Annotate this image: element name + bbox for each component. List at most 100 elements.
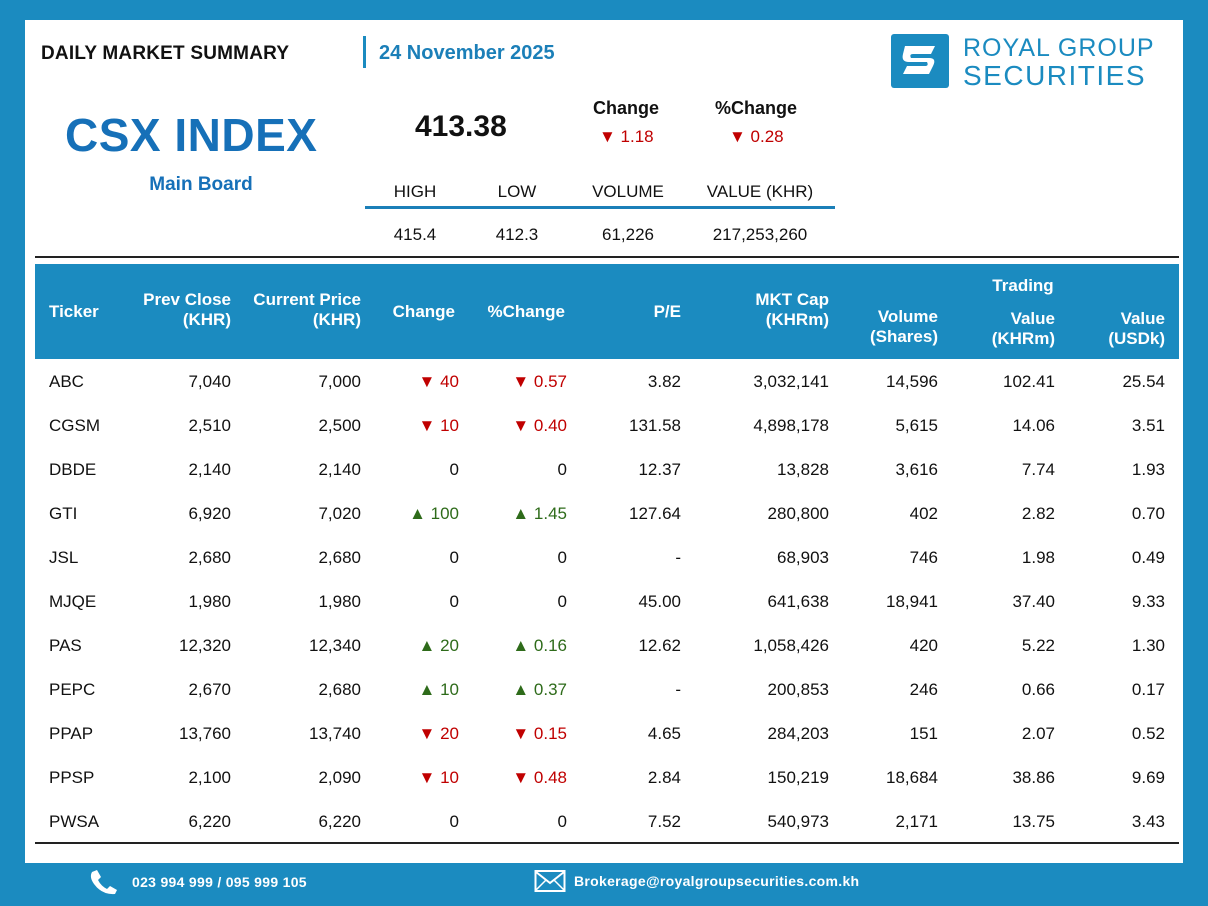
th-value-khr: Value (KHRm): [991, 309, 1055, 348]
cell-pe: 131.58: [629, 416, 681, 435]
cell-vol: 18,684: [886, 768, 938, 787]
phone-number: 023 994 999 / 095 999 105: [132, 874, 307, 890]
cell-pe: -: [675, 680, 681, 699]
stat-value-low: 412.3: [495, 225, 539, 244]
market-summary-card: DAILY MARKET SUMMARY 24 November 2025 RO…: [25, 20, 1183, 863]
index-value: 413.38: [415, 110, 507, 143]
cell-pct: ▲ 1.45: [512, 504, 567, 523]
cell-vol: 18,941: [886, 592, 938, 611]
cell-vkhr: 13.75: [1012, 812, 1055, 831]
cell-ticker: PPSP: [49, 768, 95, 787]
cell-cur: 2,680: [318, 680, 361, 699]
cell-cur: 13,740: [309, 724, 361, 743]
email-address[interactable]: Brokerage@royalgroupsecurities.com.kh: [574, 873, 860, 889]
cell-vol: 5,615: [895, 416, 938, 435]
cell-cap: 280,800: [767, 504, 829, 523]
cell-vol: 14,596: [886, 372, 938, 391]
cell-vusd: 0.70: [1131, 504, 1165, 523]
cell-ticker: CGSM: [49, 416, 100, 435]
phone-icon: [88, 869, 118, 895]
stat-label-high: HIGH: [393, 182, 437, 201]
stat-label-value: VALUE (KHR): [706, 182, 814, 201]
cell-ticker: JSL: [49, 548, 79, 567]
cell-pct: ▲ 0.16: [512, 636, 567, 655]
title-divider: [363, 36, 366, 68]
cell-vol: 3,616: [895, 460, 938, 479]
envelope-icon: [534, 869, 566, 893]
cell-pct: ▼ 0.15: [512, 724, 567, 743]
cell-pe: 12.62: [638, 636, 681, 655]
table-bottom-rule: [35, 842, 1179, 844]
section-divider: [35, 256, 1179, 258]
cell-pe: 3.82: [647, 372, 681, 391]
summary-title: DAILY MARKET SUMMARY: [41, 43, 290, 64]
cell-cur: 2,140: [318, 460, 361, 479]
cell-chg: ▼ 10: [418, 768, 459, 787]
table-row: PAS 12,320 12,340 ▲ 20 ▲ 0.16 12.62 1,058,426 4…: [35, 624, 1179, 668]
change-label: Change: [593, 98, 660, 118]
th-volume: Volume (Shares): [869, 307, 938, 346]
cell-chg: ▲ 10: [418, 680, 459, 699]
table-row: PPAP 13,760 13,740 ▼ 20 ▼ 0.15 4.65 284,203 151…: [35, 712, 1179, 756]
cell-chg: ▲ 100: [409, 504, 459, 523]
cell-prev: 6,220: [188, 812, 231, 831]
cell-chg: 0: [449, 812, 459, 831]
cell-cap: 68,903: [777, 548, 829, 567]
stats-divider: [365, 206, 835, 209]
cell-ticker: ABC: [49, 372, 84, 391]
table-body: ABC 7,040 7,000 ▼ 40 ▼ 0.57 3.82 3,032,141 14,5…: [35, 360, 1179, 844]
cell-cur: 2,090: [318, 768, 361, 787]
cell-cap: 13,828: [777, 460, 829, 479]
cell-cur: 12,340: [309, 636, 361, 655]
cell-cap: 4,898,178: [753, 416, 829, 435]
cell-prev: 1,980: [188, 592, 231, 611]
cell-vol: 2,171: [895, 812, 938, 831]
report-date: 24 November 2025: [379, 42, 555, 64]
stat-value-volume: 61,226: [602, 225, 654, 244]
cell-pct: 0: [557, 592, 567, 611]
cell-cap: 284,203: [767, 724, 829, 743]
table-row: JSL 2,680 2,680 0 0 - 68,903 746 1.98 0.49: [35, 536, 1179, 580]
logo-mark-icon: [891, 34, 949, 88]
cell-cur: 7,020: [318, 504, 361, 523]
pct-change-value: ▼ 0.28: [729, 127, 784, 146]
footer-phone: 023 994 999 / 095 999 105: [88, 869, 307, 895]
change-value: ▼ 1.18: [599, 127, 654, 146]
table-row: ABC 7,040 7,000 ▼ 40 ▼ 0.57 3.82 3,032,141 14,5…: [35, 360, 1179, 404]
cell-pe: 45.00: [638, 592, 681, 611]
cell-pct: ▼ 0.48: [512, 768, 567, 787]
cell-pct: 0: [557, 548, 567, 567]
board-name: Main Board: [149, 174, 253, 195]
cell-chg: 0: [449, 460, 459, 479]
index-name: CSX INDEX: [65, 109, 318, 161]
cell-vusd: 3.51: [1131, 416, 1165, 435]
table-row: CGSM 2,510 2,500 ▼ 10 ▼ 0.40 131.58 4,898,178 5…: [35, 404, 1179, 448]
cell-chg: 0: [449, 592, 459, 611]
cell-cur: 2,680: [318, 548, 361, 567]
table-row: PEPC 2,670 2,680 ▲ 10 ▲ 0.37 - 200,853 246 0.66 0…: [35, 668, 1179, 712]
cell-vol: 402: [909, 504, 938, 523]
cell-pe: -: [675, 548, 681, 567]
cell-vkhr: 38.86: [1012, 768, 1055, 787]
cell-chg: 0: [449, 548, 459, 567]
th-pct-change: %Change: [487, 302, 565, 321]
th-value-usd: Value (USDk): [1108, 309, 1165, 348]
cell-prev: 6,920: [188, 504, 231, 523]
cell-prev: 2,510: [188, 416, 231, 435]
cell-cap: 200,853: [767, 680, 829, 699]
company-logo: ROYAL GROUP SECURITIES: [891, 34, 1161, 91]
cell-chg: ▼ 10: [418, 416, 459, 435]
cell-ticker: DBDE: [49, 460, 97, 479]
cell-vusd: 0.17: [1131, 680, 1165, 699]
table-row: PPSP 2,100 2,090 ▼ 10 ▼ 0.48 2.84 150,219 18,68…: [35, 756, 1179, 800]
cell-vkhr: 7.74: [1021, 460, 1055, 479]
th-trading: Trading: [992, 276, 1054, 295]
cell-cur: 7,000: [318, 372, 361, 391]
cell-pe: 12.37: [638, 460, 681, 479]
cell-vol: 246: [909, 680, 938, 699]
stat-value-value: 217,253,260: [712, 225, 808, 244]
cell-cap: 3,032,141: [753, 372, 829, 391]
cell-prev: 2,670: [188, 680, 231, 699]
footer-email: Brokerage@royalgroupsecurities.com.kh: [534, 869, 859, 893]
th-current-price: Current Price (KHR): [253, 290, 361, 329]
